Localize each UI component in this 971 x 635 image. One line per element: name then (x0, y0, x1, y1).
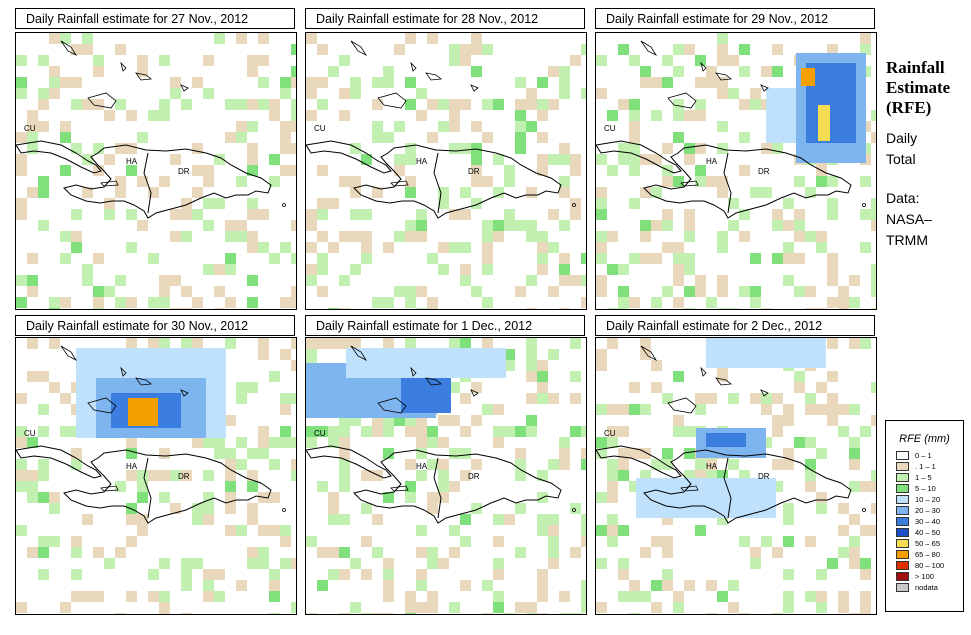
label-haiti: HA (706, 157, 718, 166)
rfe-title-line: Estimate (886, 78, 951, 97)
legend-swatch (896, 561, 909, 570)
legend-swatch (896, 550, 909, 559)
rainfall-map-panel: CU HA DR (15, 32, 297, 310)
rainfall-map-panel: CU HA DR (305, 337, 587, 615)
legend-label: nodata (915, 583, 938, 592)
panel-title: Daily Rainfall estimate for 29 Nov., 201… (595, 8, 875, 29)
legend-item: 40 – 50 (896, 527, 963, 538)
label-cuba: CU (604, 429, 616, 438)
label-dominican-republic: DR (758, 472, 770, 481)
data-source-line: NASA– (886, 211, 932, 227)
panel-title: Daily Rainfall estimate for 1 Dec., 2012 (305, 315, 585, 336)
label-haiti: HA (416, 462, 428, 471)
legend-swatch (896, 528, 909, 537)
legend-item: 50 – 65 (896, 538, 963, 549)
legend-label: 30 – 40 (915, 517, 941, 526)
rainfall-map-panel: CU HA DR (15, 337, 297, 615)
rainfall-map-panel: CU HA DR (305, 32, 587, 310)
legend-item: 1 – 5 (896, 472, 963, 483)
panel-title: Daily Rainfall estimate for 27 Nov., 201… (15, 8, 295, 29)
legend-item: 10 – 20 (896, 494, 963, 505)
legend-item: . 1 – 1 (896, 461, 963, 472)
label-cuba: CU (604, 124, 616, 133)
legend-swatch (896, 495, 909, 504)
legend-swatch (896, 583, 909, 592)
legend-swatch (896, 572, 909, 581)
data-source-line: TRMM (886, 232, 928, 248)
panel-title: Daily Rainfall estimate for 2 Dec., 2012 (595, 315, 875, 336)
legend-label: > 100 (915, 572, 934, 581)
legend-swatch (896, 484, 909, 493)
label-dominican-republic: DR (178, 167, 190, 176)
legend-label: 40 – 50 (915, 528, 941, 537)
legend-label: . 1 – 1 (915, 462, 936, 471)
rainfall-map-panel: CU HA DR (595, 32, 877, 310)
legend-title: RFE (mm) (899, 433, 950, 445)
legend-label: 65 – 80 (915, 550, 941, 559)
legend-label: 80 – 100 (915, 561, 945, 570)
legend-swatch (896, 473, 909, 482)
label-cuba: CU (314, 124, 326, 133)
legend-swatch (896, 517, 909, 526)
label-dominican-republic: DR (468, 167, 480, 176)
rfe-title-line: (RFE) (886, 98, 932, 117)
legend-item: 5 – 10 (896, 483, 963, 494)
legend-item: nodata (896, 582, 963, 593)
rfe-title: Rainfall Estimate (RFE) (886, 58, 950, 118)
data-source-text: Data: NASA– TRMM (886, 188, 932, 251)
legend-swatch (896, 462, 909, 471)
legend-item: > 100 (896, 571, 963, 582)
legend-label: 10 – 20 (915, 495, 941, 504)
legend-swatch (896, 451, 909, 460)
label-haiti: HA (706, 462, 718, 471)
panel-title: Daily Rainfall estimate for 30 Nov., 201… (15, 315, 295, 336)
legend-item: 0 – 1 (896, 450, 963, 461)
label-cuba: CU (24, 429, 36, 438)
legend-swatch (896, 539, 909, 548)
rfe-title-line: Rainfall (886, 58, 945, 77)
legend-item: 65 – 80 (896, 549, 963, 560)
rfe-legend: RFE (mm) 0 – 1 . 1 – 1 1 – 5 5 – 10 10 – 20 2… (885, 420, 964, 612)
label-haiti: HA (126, 157, 138, 166)
legend-label: 1 – 5 (915, 473, 932, 482)
label-cuba: CU (24, 124, 36, 133)
daily-total-text: Daily Total (886, 128, 917, 170)
label-haiti: HA (126, 462, 138, 471)
legend-label: 50 – 65 (915, 539, 941, 548)
label-dominican-republic: DR (178, 472, 190, 481)
label-dominican-republic: DR (468, 472, 480, 481)
data-source-line: Data: (886, 190, 920, 206)
legend-item: 20 – 30 (896, 505, 963, 516)
panel-title: Daily Rainfall estimate for 28 Nov., 201… (305, 8, 585, 29)
legend-item: 80 – 100 (896, 560, 963, 571)
legend-label: 0 – 1 (915, 451, 932, 460)
rainfall-map-panel: CU HA DR (595, 337, 877, 615)
label-dominican-republic: DR (758, 167, 770, 176)
legend-swatch (896, 506, 909, 515)
legend-label: 20 – 30 (915, 506, 941, 515)
daily-total-line: Daily (886, 130, 918, 146)
legend-label: 5 – 10 (915, 484, 936, 493)
legend-item: 30 – 40 (896, 516, 963, 527)
label-haiti: HA (416, 157, 428, 166)
daily-total-line: Total (886, 151, 916, 167)
label-cuba: CU (314, 429, 326, 438)
